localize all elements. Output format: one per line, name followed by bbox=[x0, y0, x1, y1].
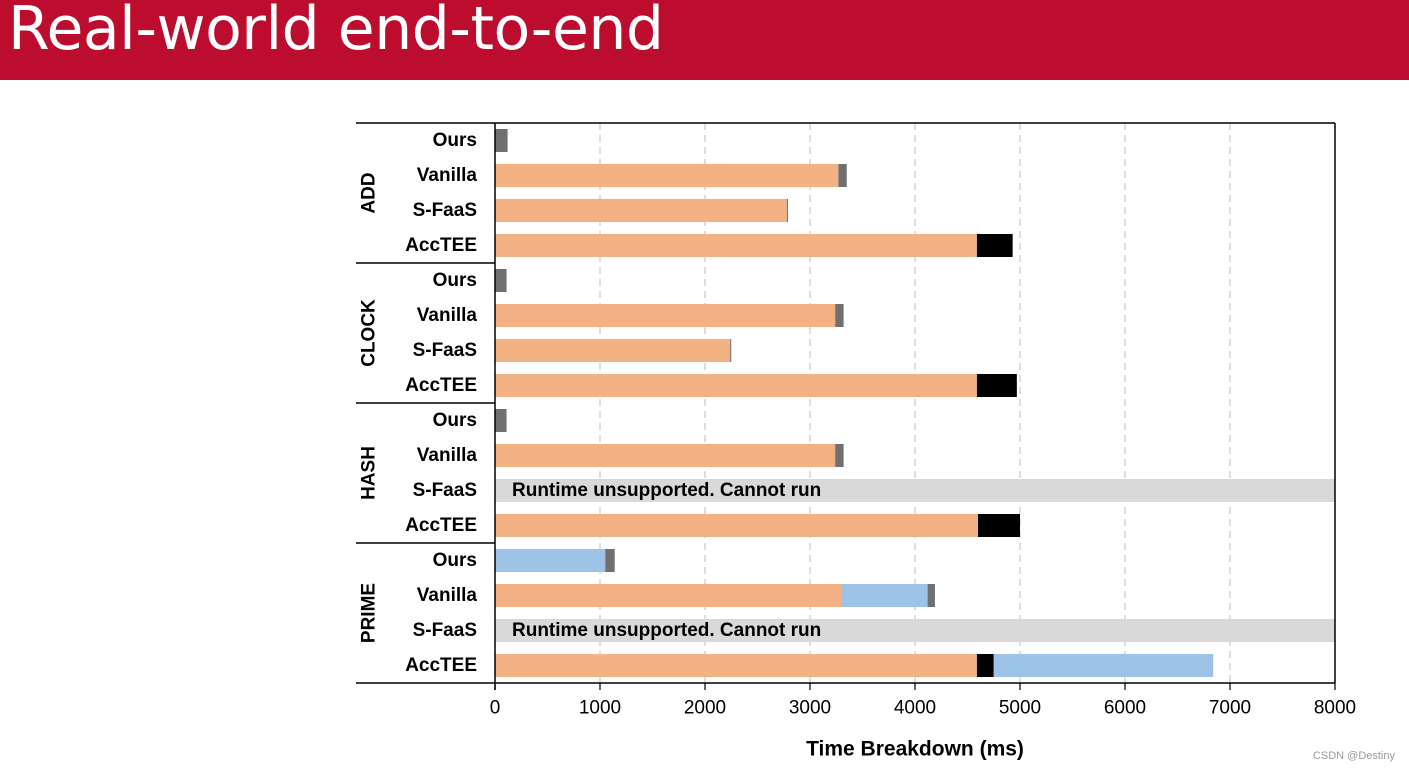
bar-segment-orange bbox=[495, 374, 977, 397]
row-label: AccTEE bbox=[405, 655, 477, 676]
x-tick-label: 7000 bbox=[1209, 698, 1251, 719]
group-label: ADD bbox=[359, 172, 380, 213]
bar-segment-black bbox=[976, 374, 1017, 397]
row-label: S-FaaS bbox=[413, 200, 477, 221]
row-label: AccTEE bbox=[405, 375, 477, 396]
x-tick-label: 6000 bbox=[1104, 698, 1146, 719]
bar-segment-gray bbox=[730, 339, 732, 362]
watermark: CSDN @Destiny bbox=[1312, 750, 1395, 762]
x-tick-label: 2000 bbox=[684, 698, 726, 719]
bar-segment-gray bbox=[495, 129, 508, 152]
bar-segment-orange bbox=[495, 164, 839, 187]
row-label: Vanilla bbox=[417, 305, 478, 326]
bar-segment-gray bbox=[786, 199, 788, 222]
row-label: Ours bbox=[433, 550, 477, 571]
row-label: S-FaaS bbox=[413, 480, 477, 501]
title-bar: Real-world end-to-end bbox=[0, 0, 1409, 80]
x-tick-label: 0 bbox=[490, 698, 501, 719]
row-label: Vanilla bbox=[417, 445, 478, 466]
unsupported-note: Runtime unsupported. Cannot run bbox=[512, 620, 821, 641]
bar-segment-orange bbox=[495, 304, 836, 327]
group-label: PRIME bbox=[359, 583, 380, 643]
bar-segment-gray bbox=[495, 409, 507, 432]
bar-segment-orange bbox=[495, 584, 842, 607]
row-label: AccTEE bbox=[405, 515, 477, 536]
row-label: Ours bbox=[433, 410, 477, 431]
row-label: Ours bbox=[433, 270, 477, 291]
slide-title: Real-world end-to-end bbox=[8, 0, 664, 64]
bar-segment-blue bbox=[495, 549, 606, 572]
unsupported-band bbox=[495, 619, 1335, 642]
bar-segment-gray bbox=[927, 584, 935, 607]
bar-segment-blue bbox=[841, 584, 928, 607]
bar-segment-gray bbox=[838, 164, 847, 187]
row-label: Vanilla bbox=[417, 165, 478, 186]
bar-segment-orange bbox=[495, 654, 977, 677]
bar-segment-orange bbox=[495, 444, 836, 467]
bar-segment-orange bbox=[495, 514, 978, 537]
bar-segment-orange bbox=[495, 234, 977, 257]
bar-segment-orange bbox=[495, 199, 787, 222]
bar-segment-orange bbox=[495, 339, 731, 362]
x-tick-label: 8000 bbox=[1314, 698, 1356, 719]
row-label: S-FaaS bbox=[413, 620, 477, 641]
bar-segment-gray bbox=[605, 549, 615, 572]
unsupported-note: Runtime unsupported. Cannot run bbox=[512, 480, 821, 501]
row-label: S-FaaS bbox=[413, 340, 477, 361]
x-tick-label: 3000 bbox=[789, 698, 831, 719]
bar-segment-black bbox=[976, 234, 1013, 257]
x-tick-label: 4000 bbox=[894, 698, 936, 719]
row-label: Vanilla bbox=[417, 585, 478, 606]
bar-segment-gray bbox=[835, 444, 844, 467]
bar-segment-black bbox=[978, 514, 1020, 537]
x-axis-title: Time Breakdown (ms) bbox=[806, 738, 1024, 761]
row-label: Ours bbox=[433, 130, 477, 151]
group-label: CLOCK bbox=[359, 299, 380, 367]
row-label: AccTEE bbox=[405, 235, 477, 256]
bar-segment-gray bbox=[495, 269, 507, 292]
bar-segment-black bbox=[976, 654, 994, 677]
bar-segment-gray bbox=[835, 304, 844, 327]
group-label: HASH bbox=[359, 446, 380, 500]
x-tick-label: 5000 bbox=[999, 698, 1041, 719]
x-tick-label: 1000 bbox=[579, 698, 621, 719]
unsupported-band bbox=[495, 479, 1335, 502]
bar-segment-blue bbox=[993, 654, 1214, 677]
